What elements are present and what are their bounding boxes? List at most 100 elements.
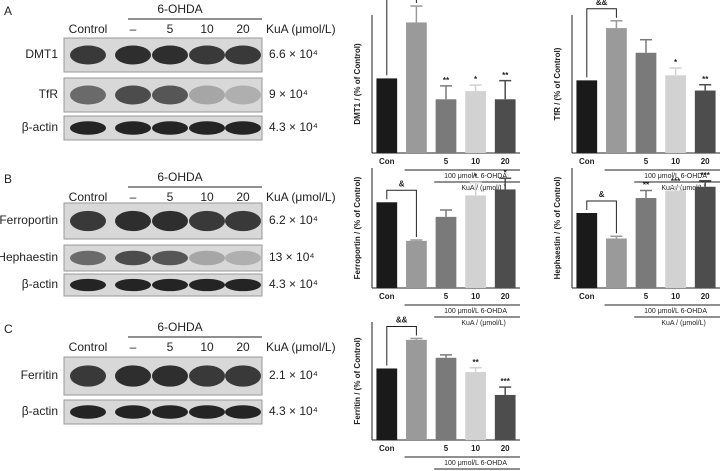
lane-label: 5 <box>167 190 174 204</box>
lane-label: 5 <box>167 340 174 354</box>
lane-label: 10 <box>200 22 214 36</box>
significance: * <box>674 58 678 67</box>
x-tick-label: 20 <box>701 292 710 301</box>
dose-unit: KuA (μmol/L) <box>266 22 336 36</box>
treatment-header: 6-OHDA <box>157 2 202 16</box>
protein-name: Ferritin <box>21 368 58 382</box>
lane-label: Control <box>69 340 108 354</box>
molecular-weight: 6.6 × 10⁴ <box>269 47 318 61</box>
x-tick-label: 20 <box>501 292 510 301</box>
blot-band <box>225 250 261 266</box>
blot-band <box>152 210 188 232</box>
lane-label: 20 <box>236 190 250 204</box>
x-tick-label: 10 <box>671 157 680 166</box>
significance: ** <box>643 181 650 190</box>
blot-band <box>70 250 106 266</box>
blot-band <box>152 250 188 266</box>
lane-label: 10 <box>200 340 214 354</box>
lane-label: 20 <box>236 340 250 354</box>
significance: ** <box>443 76 450 85</box>
bar <box>376 368 398 440</box>
protein-name: β-actin <box>22 404 58 418</box>
y-axis-label: DMT1 / (% of Control) <box>353 43 362 125</box>
significance: * <box>474 75 478 84</box>
blot-band <box>225 365 261 387</box>
bar <box>376 78 398 153</box>
blot-band <box>152 121 188 135</box>
y-axis-label: Ferroportin / (% of Control) <box>353 176 362 279</box>
y-axis-label: Hephaestin / (% of Control) <box>553 176 562 279</box>
blot-band <box>70 278 106 292</box>
protein-name: β-actin <box>22 277 58 291</box>
bracket-label: && <box>596 0 608 7</box>
blot-band <box>189 405 225 419</box>
bar <box>494 189 516 288</box>
blot-band <box>189 121 225 135</box>
blot-band <box>152 405 188 419</box>
significance: ** <box>702 75 709 84</box>
blot-band <box>115 210 151 232</box>
x-tick-label: Con <box>379 157 395 166</box>
blot-band <box>152 365 188 387</box>
y-axis-label: Ferritin / (% of Control) <box>353 337 362 424</box>
bracket-label: && <box>396 316 408 325</box>
blot-band <box>70 405 106 419</box>
blot-band <box>70 45 106 65</box>
molecular-weight: 4.3 × 10⁴ <box>269 120 318 134</box>
x-tick-label: 10 <box>471 157 480 166</box>
x-tick-label: 10 <box>471 292 480 301</box>
bar <box>494 99 516 153</box>
group-label: 100 μmol/L 6-OHDA <box>444 308 507 315</box>
blot-band <box>225 85 261 105</box>
y-axis-label: TfR / (% of Control) <box>553 47 562 120</box>
significance: * <box>474 173 478 182</box>
blot-band <box>189 250 225 266</box>
blot-band <box>115 365 151 387</box>
bar <box>465 372 486 440</box>
x-tick-label: 10 <box>471 444 480 453</box>
bar <box>665 75 686 153</box>
lane-label: – <box>130 22 137 36</box>
group-label: 100 μmol/L 6-OHDA <box>444 460 507 467</box>
group-label: 100 μmol/L 6-OHDA <box>644 308 707 315</box>
bar <box>635 52 657 154</box>
dose-unit: KuA (μmol/L) <box>266 190 336 204</box>
bar <box>576 80 598 153</box>
bracket <box>586 8 617 78</box>
group-label: 100 μmol/L 6-OHDA <box>444 173 507 180</box>
molecular-weight: 4.3 × 10⁴ <box>269 404 318 418</box>
bracket <box>386 325 417 366</box>
protein-name: DMT1 <box>25 47 58 61</box>
bar <box>406 240 427 288</box>
dose-label: KuA / (μmol/L) <box>461 320 506 327</box>
significance: ** <box>472 358 479 367</box>
protein-name: Hephaestin <box>0 250 58 264</box>
dose-label: KuA / (μmol/L) <box>661 185 706 192</box>
panel-label: C <box>4 322 13 336</box>
blot-band <box>189 365 225 387</box>
group-label: 100 μmol/L 6-OHDA <box>644 173 707 180</box>
bar <box>694 90 716 153</box>
x-tick-label: 5 <box>444 444 449 453</box>
x-tick-label: Con <box>579 292 595 301</box>
lane-label: 10 <box>200 190 214 204</box>
bar <box>694 186 716 288</box>
bracket <box>386 0 417 76</box>
x-tick-label: Con <box>579 157 595 166</box>
protein-name: Ferroportin <box>0 213 58 227</box>
bracket-label: & <box>599 190 605 199</box>
panel-label: B <box>4 172 12 186</box>
x-tick-label: Con <box>379 292 395 301</box>
blot-band <box>189 278 225 292</box>
blot-band <box>115 250 151 266</box>
bar <box>435 99 457 153</box>
bar <box>635 198 657 288</box>
significance: *** <box>701 171 711 180</box>
lane-label: Control <box>69 22 108 36</box>
blot-band <box>70 121 106 135</box>
bar <box>576 213 598 288</box>
bar <box>465 195 486 288</box>
molecular-weight: 2.1 × 10⁴ <box>269 368 318 382</box>
x-tick-label: 20 <box>501 157 510 166</box>
bar <box>435 357 457 440</box>
